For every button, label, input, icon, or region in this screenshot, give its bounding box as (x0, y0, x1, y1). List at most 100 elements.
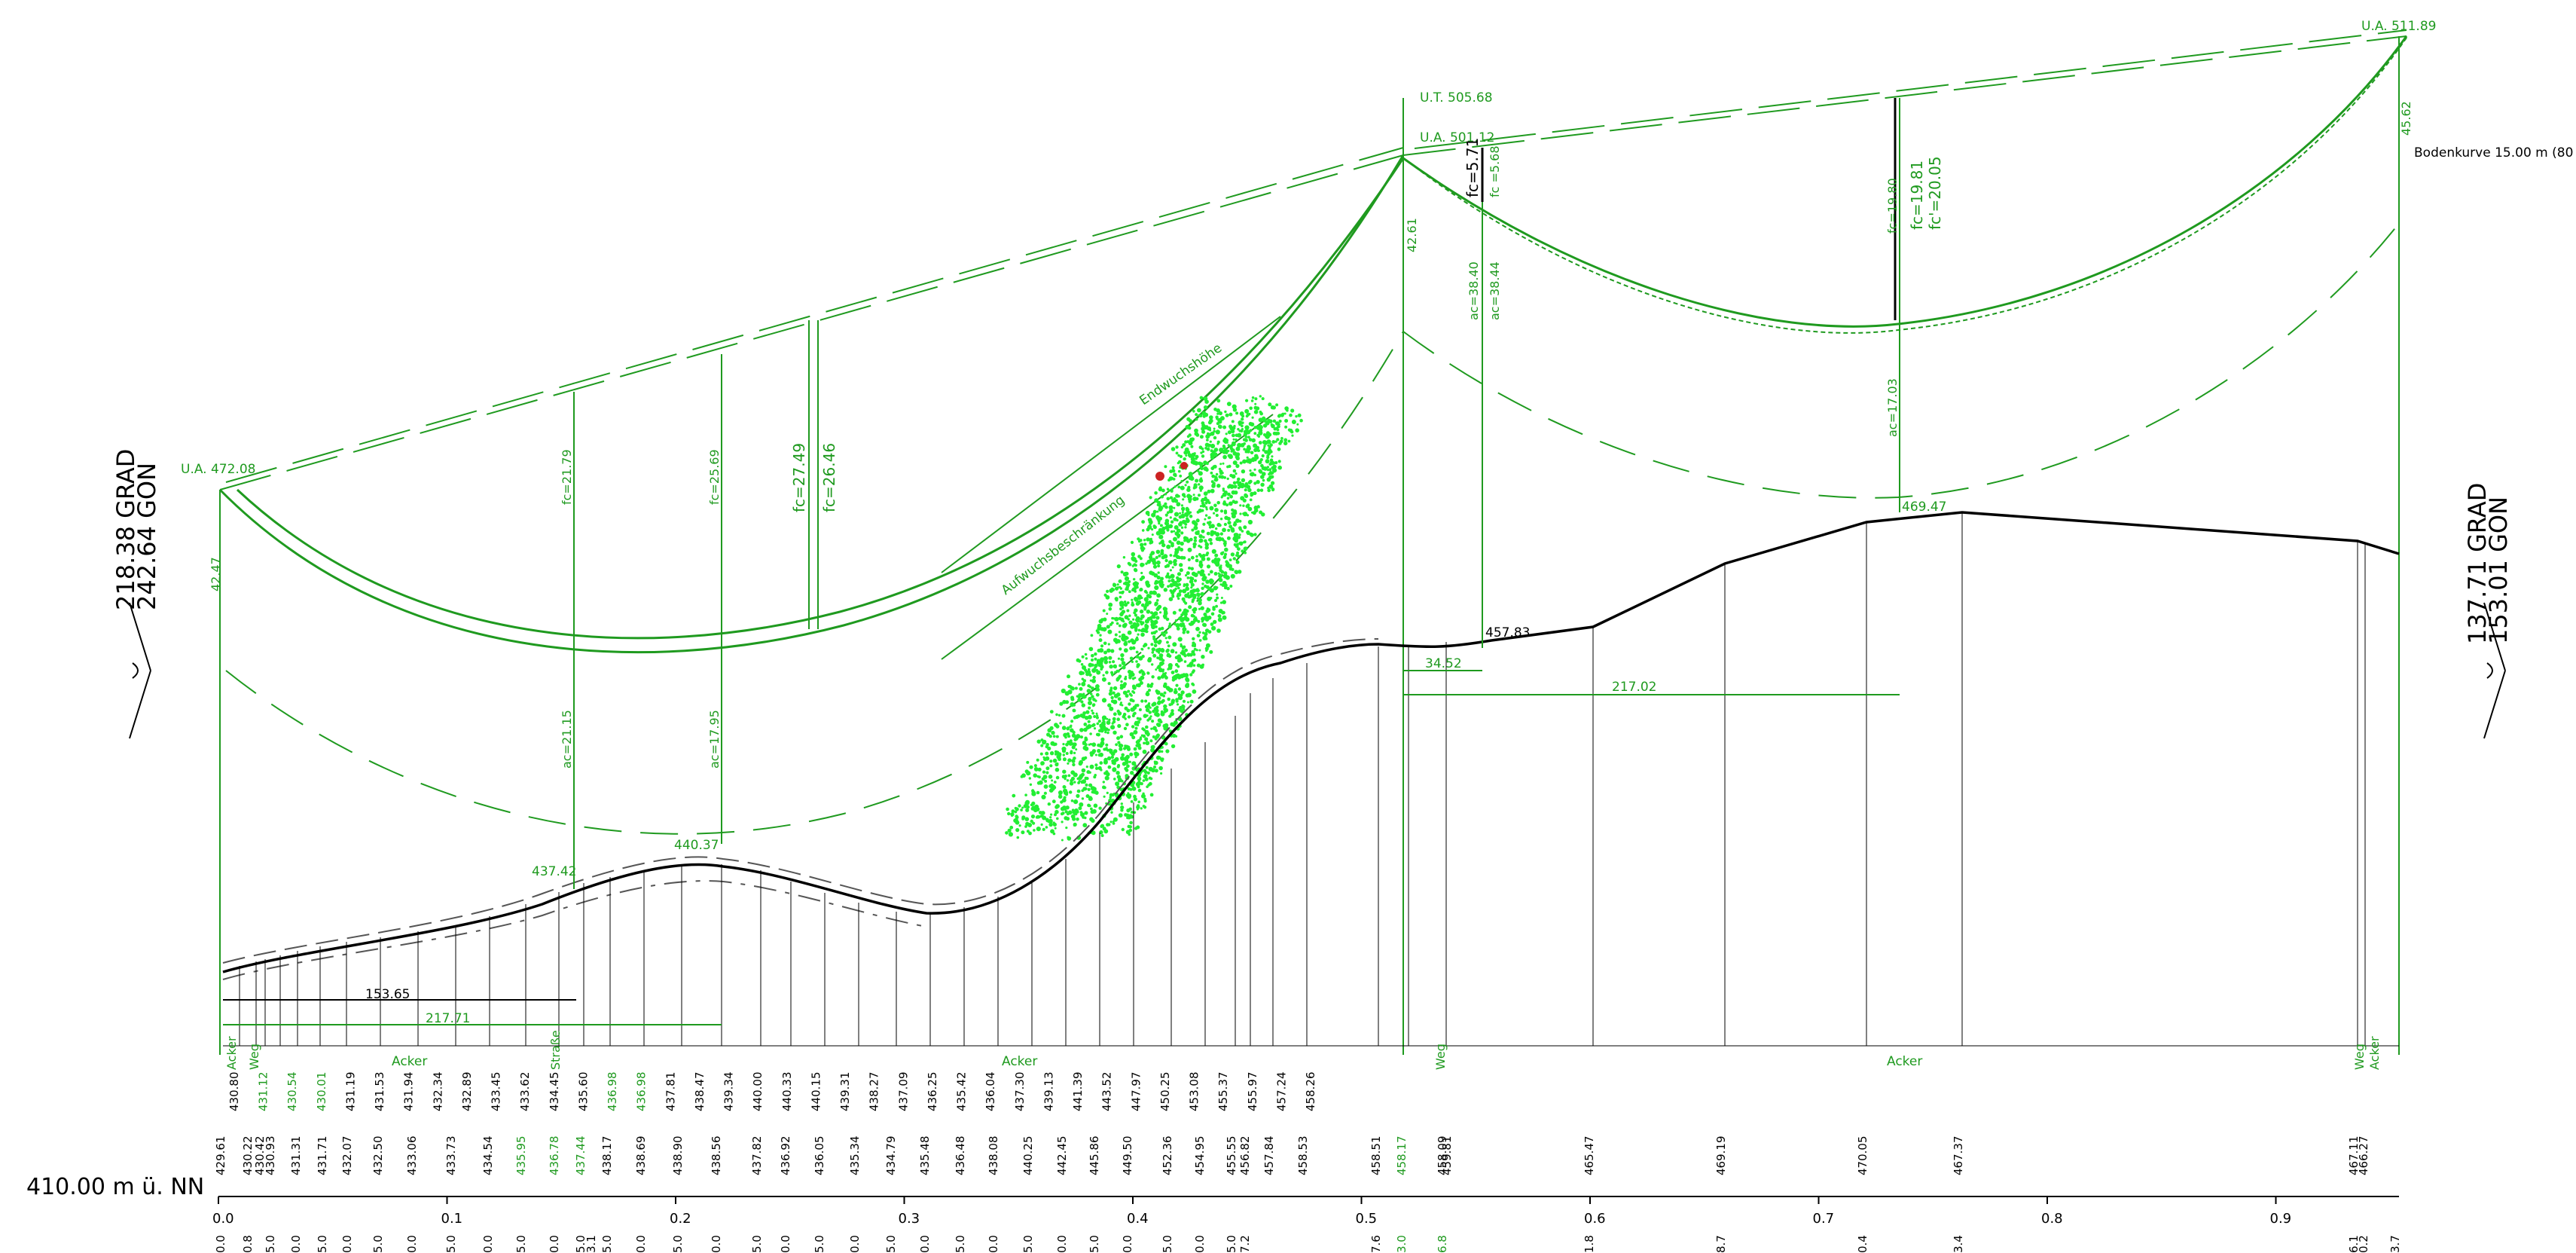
tree-dot (1146, 771, 1150, 775)
tree-dot (1200, 477, 1203, 480)
tree-dot (1108, 656, 1113, 660)
elevation-bottom: 449.50 (1121, 1136, 1134, 1176)
tree-dot (1180, 644, 1183, 648)
tree-dot (1134, 564, 1137, 567)
tree-dot (1100, 769, 1103, 772)
tree-dot (1055, 805, 1059, 809)
tree-dot (1130, 811, 1134, 814)
tree-dot (1248, 460, 1252, 464)
tree-dot (1119, 647, 1122, 651)
tree-dot (1139, 736, 1143, 739)
tree-dot (1297, 413, 1302, 417)
span2-ac3: ac=17.03 (1885, 378, 1900, 437)
tree-dot (1076, 818, 1079, 821)
tree-dot (1188, 567, 1191, 570)
tree-dot (1272, 470, 1275, 473)
tree-dot (1103, 795, 1106, 798)
tree-dot (1183, 612, 1188, 616)
tree-dot (1182, 443, 1186, 448)
tree-dot (1177, 469, 1181, 473)
tree-dot (1117, 657, 1120, 660)
tree-dot (1079, 774, 1084, 778)
tree-dot (1158, 750, 1161, 753)
tree-dot (1222, 541, 1227, 546)
land-use-label: Acker (2367, 1036, 2382, 1070)
tree-dot (1178, 616, 1183, 621)
tree-dot (1156, 560, 1161, 565)
tree-dot (1067, 836, 1072, 841)
tree-dot (1140, 596, 1143, 600)
tree-dot (1291, 434, 1294, 437)
tree-dot (1106, 589, 1109, 594)
tree-dot (1227, 450, 1230, 452)
tree-dot (1206, 531, 1210, 536)
tree-dot (1249, 406, 1253, 411)
tree-dot (1131, 646, 1136, 650)
tree-dot (1008, 832, 1013, 837)
tree-dot (1124, 717, 1127, 720)
tree-dot (1165, 686, 1170, 690)
station-label: 0.0 (1121, 1235, 1134, 1253)
tree-dot (1111, 722, 1114, 725)
tree-dot (1159, 579, 1163, 582)
tree-dot (1252, 511, 1256, 515)
tree-dot (1147, 646, 1150, 649)
tree-dot (1241, 428, 1244, 431)
tree-dot (1174, 619, 1178, 622)
tree-dot (1182, 627, 1187, 632)
tree-dot (1177, 637, 1183, 642)
tree-dot (1146, 527, 1150, 532)
tree-dot (1192, 637, 1195, 640)
tree-dot (1218, 573, 1223, 579)
tree-dot (1177, 597, 1180, 601)
tree-dot (1145, 562, 1148, 565)
tree-dot (1192, 497, 1198, 502)
tree-dot (1228, 564, 1233, 568)
tree-dot (1134, 720, 1138, 724)
tree-dot (1164, 502, 1167, 506)
tree-dot (1007, 811, 1011, 816)
tree-dot (1062, 753, 1066, 756)
tree-dot (1151, 663, 1154, 666)
tree-dot (1259, 425, 1263, 429)
tree-dot (1168, 714, 1172, 718)
tree-dot (1147, 702, 1151, 705)
tree-dot (1062, 743, 1065, 746)
tree-dot (1170, 744, 1176, 749)
tree-dot (1095, 716, 1099, 720)
tree-dot (1015, 807, 1019, 811)
tree-dot (1114, 665, 1117, 669)
tree-dot (1265, 434, 1270, 439)
span2-fc1: fc=5.71 (1463, 138, 1482, 197)
tree-dot (1168, 476, 1174, 481)
tree-dot (1170, 489, 1174, 493)
tree-dot (1155, 705, 1159, 709)
tree-dot (1272, 419, 1277, 423)
tree-dot (1211, 559, 1216, 564)
tree-dot (1164, 637, 1167, 640)
tree-dot (1127, 669, 1132, 674)
station-label: 0.2 (2357, 1235, 2370, 1253)
station-label: 3.4 (1952, 1235, 1965, 1253)
tree-dot (1016, 836, 1020, 839)
station-label: 0.0 (848, 1235, 862, 1253)
tree-dot (1177, 675, 1182, 680)
tree-dot (1110, 695, 1114, 700)
tree-dot (1113, 712, 1117, 717)
tree-dot (1170, 520, 1174, 524)
tree-dot (1134, 628, 1138, 632)
tree-dot (1131, 735, 1136, 740)
tree-dot (1042, 827, 1045, 831)
tree-dot (1041, 794, 1046, 799)
tree-dot (1102, 609, 1106, 613)
tree-dot (1182, 699, 1186, 703)
tree-dot (1079, 686, 1083, 691)
tree-dot (1165, 564, 1170, 568)
tree-dot (1118, 631, 1121, 634)
tree-dot (1200, 451, 1203, 454)
tree-dot (1132, 691, 1136, 694)
tree-dot (1190, 445, 1194, 448)
tree-dot (1165, 749, 1170, 753)
tree-dot (1223, 509, 1228, 513)
tree-dot (1266, 477, 1271, 482)
